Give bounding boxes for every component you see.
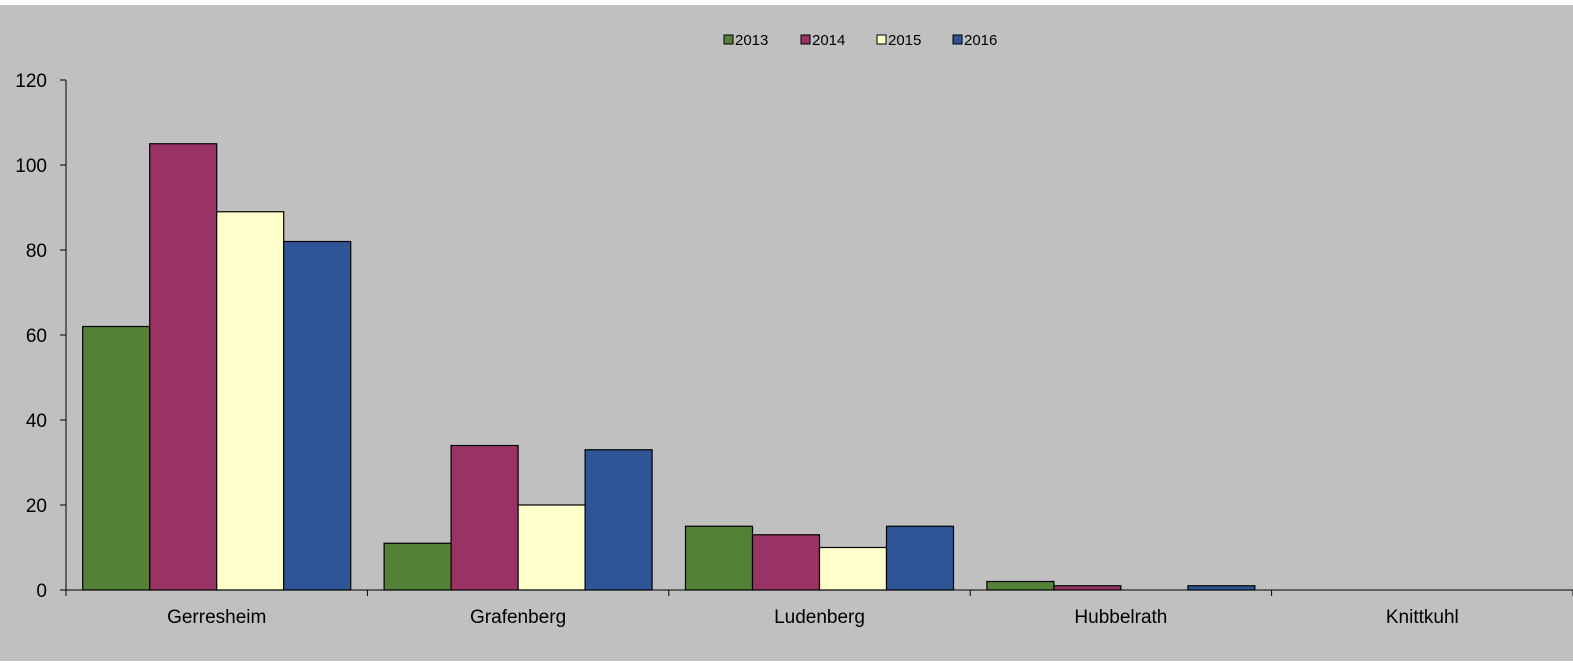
bar-2013-ludenberg	[684, 525, 754, 591]
legend-label-2013: 2013	[735, 32, 768, 49]
legend-swatch-2013	[723, 34, 734, 45]
bar-2015-gerresheim	[216, 211, 285, 591]
y-tick-label: 0	[36, 581, 47, 602]
legend-label-2014: 2014	[812, 32, 845, 49]
y-tick-label: 80	[26, 241, 47, 262]
legend-swatch-2015	[876, 34, 887, 45]
bar-2014-ludenberg	[751, 534, 821, 591]
legend-label-2016: 2016	[964, 32, 997, 49]
y-tick-label: 100	[15, 156, 47, 177]
x-category-label: Knittkuhl	[1386, 607, 1459, 628]
bar-2014-grafenberg	[450, 444, 519, 591]
bar-2016-hubbelrath	[1187, 585, 1256, 591]
bar-2015-ludenberg	[818, 546, 888, 591]
bar-2016-grafenberg	[584, 449, 653, 591]
y-tick-label: 120	[15, 71, 47, 92]
legend-label-2015: 2015	[888, 32, 921, 49]
bar-2014-gerresheim	[149, 143, 218, 591]
y-axis: 0 20 40 60 80 100 120	[15, 71, 67, 602]
bar-2013-grafenberg	[383, 542, 452, 591]
bar-2013-hubbelrath	[986, 580, 1055, 591]
x-category-label: Grafenberg	[470, 607, 566, 628]
bar-2013-gerresheim	[82, 325, 151, 591]
y-tick-label: 60	[26, 326, 47, 347]
bar-2016-ludenberg	[885, 525, 955, 591]
y-tick-label: 40	[26, 411, 47, 432]
x-category-label: Hubbelrath	[1074, 607, 1167, 628]
legend-swatch-2014	[800, 34, 811, 45]
x-category-label: Gerresheim	[167, 607, 266, 628]
bar-2015-grafenberg	[517, 504, 586, 591]
bar-2016-gerresheim	[283, 240, 352, 591]
legend-swatch-2016	[952, 34, 963, 45]
x-category-label: Ludenberg	[774, 607, 865, 628]
bars	[82, 143, 1256, 591]
y-tick-label: 20	[26, 496, 47, 517]
bar-2014-hubbelrath	[1053, 585, 1122, 591]
legend: 2013 2014 2015 2016	[723, 32, 997, 49]
